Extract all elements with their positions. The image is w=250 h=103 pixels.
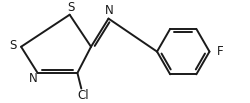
Text: N: N [28,72,37,85]
Text: N: N [105,4,114,17]
Text: Cl: Cl [78,89,89,102]
Text: F: F [217,45,224,58]
Text: S: S [67,1,74,14]
Text: S: S [10,39,17,52]
